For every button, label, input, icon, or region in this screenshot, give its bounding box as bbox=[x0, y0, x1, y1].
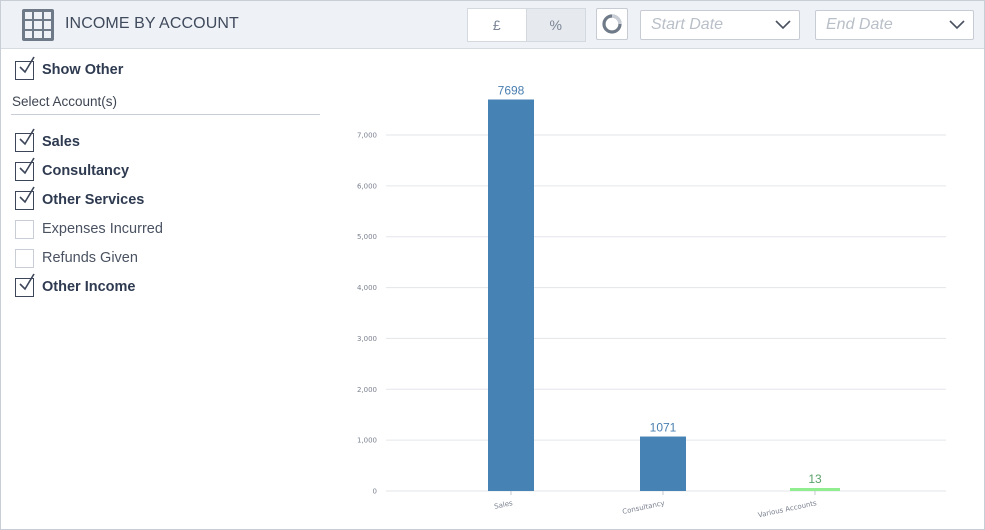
value-mode-toggle: £ % bbox=[467, 8, 586, 42]
bar-value-label: 13 bbox=[808, 472, 822, 486]
account-checkbox-consultancy[interactable]: Consultancy bbox=[15, 157, 130, 182]
chevron-down-icon bbox=[775, 20, 791, 30]
account-label: Consultancy bbox=[42, 163, 130, 179]
account-label: Other Services bbox=[42, 192, 145, 208]
account-checkbox-sales[interactable]: Sales bbox=[15, 128, 80, 153]
account-label: Other Income bbox=[42, 279, 136, 295]
start-date-placeholder: Start Date bbox=[651, 16, 724, 33]
y-tick-label: 5,000 bbox=[357, 233, 377, 241]
x-tick-label: Various Accounts bbox=[757, 499, 818, 519]
select-accounts-label: Select Account(s) bbox=[12, 94, 118, 109]
bar-value-label: 1071 bbox=[650, 421, 677, 435]
account-label: Expenses Incurred bbox=[42, 221, 163, 237]
checkbox-unchecked-icon bbox=[15, 248, 35, 268]
y-tick-label: 4,000 bbox=[357, 284, 377, 292]
x-tick-label: Consultancy bbox=[622, 499, 666, 516]
start-date-select[interactable]: Start Date bbox=[640, 10, 800, 40]
y-tick-label: 6,000 bbox=[357, 182, 377, 190]
grid-icon[interactable] bbox=[22, 9, 54, 41]
show-other-label: Show Other bbox=[42, 62, 124, 78]
y-tick-label: 3,000 bbox=[357, 335, 377, 343]
widget-title: INCOME BY ACCOUNT bbox=[65, 15, 239, 32]
bar-various-accounts bbox=[790, 488, 840, 491]
checkbox-checked-icon bbox=[15, 128, 35, 152]
bar-consultancy bbox=[640, 436, 686, 491]
checkbox-unchecked-icon bbox=[15, 219, 35, 239]
widget-header: INCOME BY ACCOUNT £ % Start Date End Dat… bbox=[1, 1, 984, 49]
percent-toggle-button[interactable]: % bbox=[526, 9, 585, 41]
end-date-placeholder: End Date bbox=[826, 16, 893, 33]
bar-value-label: 7698 bbox=[498, 84, 525, 98]
income-bar-chart: 0 1,000 2,000 3,000 4,000 5,000 6,000 7,000 7698… bbox=[341, 61, 981, 526]
chart-svg: 0 1,000 2,000 3,000 4,000 5,000 6,000 7,000 7698… bbox=[357, 84, 946, 519]
y-tick-label: 1,000 bbox=[357, 437, 377, 445]
checkbox-checked-icon bbox=[15, 157, 35, 181]
section-divider bbox=[11, 114, 320, 115]
y-tick-label: 2,000 bbox=[357, 386, 377, 394]
account-checkbox-other-services[interactable]: Other Services bbox=[15, 186, 145, 211]
chevron-down-icon bbox=[949, 20, 965, 30]
account-checkbox-other-income[interactable]: Other Income bbox=[15, 273, 136, 298]
account-filter-panel: Show Other Select Account(s) Sales Consu… bbox=[1, 50, 331, 530]
account-checkbox-refunds-given[interactable]: Refunds Given bbox=[15, 247, 138, 269]
account-label: Refunds Given bbox=[42, 250, 138, 266]
refresh-button[interactable] bbox=[596, 8, 628, 40]
account-label: Sales bbox=[42, 134, 80, 150]
refresh-icon bbox=[602, 14, 622, 34]
checkbox-checked-icon bbox=[15, 186, 35, 210]
checkbox-checked-icon bbox=[15, 273, 35, 297]
x-tick-label: Sales bbox=[494, 499, 514, 511]
end-date-select[interactable]: End Date bbox=[815, 10, 974, 40]
show-other-checkbox[interactable]: Show Other bbox=[15, 56, 124, 81]
checkbox-checked-icon bbox=[15, 56, 35, 80]
y-tick-label: 0 bbox=[373, 488, 377, 496]
y-tick-label: 7,000 bbox=[357, 132, 377, 140]
bar-sales bbox=[488, 99, 534, 491]
account-checkbox-expenses-incurred[interactable]: Expenses Incurred bbox=[15, 218, 163, 240]
pound-toggle-button[interactable]: £ bbox=[468, 9, 527, 41]
